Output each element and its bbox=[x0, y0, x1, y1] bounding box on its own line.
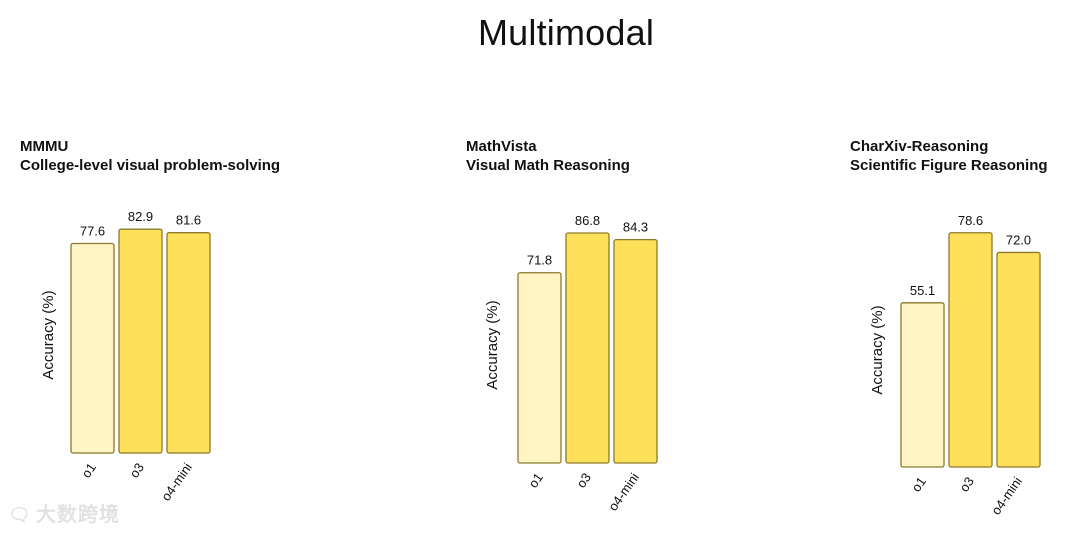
chart-title: MMMU bbox=[20, 138, 69, 155]
value-label: 72.0 bbox=[1006, 232, 1031, 247]
bar-o1 bbox=[70, 242, 115, 454]
value-label: 55.1 bbox=[910, 283, 935, 298]
value-label: 71.8 bbox=[527, 253, 552, 268]
chart-title: MathVista bbox=[466, 138, 537, 155]
value-label: 82.9 bbox=[128, 209, 153, 224]
category-label: o4-mini bbox=[605, 470, 642, 514]
chart-heading: MMMU College-level visual problem-solvin… bbox=[20, 137, 280, 175]
bar-chart-charxiv: Accuracy (%) 55.1 o1 78.6 o3 72.0 o4-mini bbox=[869, 213, 1041, 518]
bar-chart-mathvista: Accuracy (%) 71.8 o1 86.8 o3 84.3 o4-mini bbox=[484, 213, 658, 514]
y-axis-label: Accuracy (%) bbox=[484, 300, 501, 389]
value-label: 86.8 bbox=[575, 213, 600, 228]
bar-o4-mini bbox=[996, 251, 1041, 468]
y-axis-label: Accuracy (%) bbox=[40, 290, 57, 379]
chart-subtitle: Visual Math Reasoning bbox=[466, 157, 630, 174]
category-label: o3 bbox=[573, 470, 594, 490]
category-label: o1 bbox=[525, 470, 546, 490]
bar-o1 bbox=[900, 302, 945, 468]
value-label: 84.3 bbox=[623, 220, 648, 235]
bar-chart-mmmu: Accuracy (%) 77.6 o1 82.9 o3 81.6 o4-mini bbox=[40, 209, 211, 504]
category-label: o3 bbox=[956, 474, 977, 494]
value-label: 77.6 bbox=[80, 223, 105, 238]
page-title: Multimodal bbox=[477, 12, 655, 53]
bar-o1 bbox=[517, 272, 562, 464]
chart-panel-mmmu: MMMU College-level visual problem-solvin… bbox=[20, 0, 350, 533]
bar-o3 bbox=[948, 232, 993, 468]
category-label: o1 bbox=[78, 460, 99, 480]
chart-subtitle: Scientific Figure Reasoning bbox=[850, 157, 1048, 174]
value-label: 81.6 bbox=[176, 213, 201, 228]
chart-heading: CharXiv-Reasoning Scientific Figure Reas… bbox=[850, 137, 1048, 175]
category-label: o4-mini bbox=[988, 474, 1025, 518]
bar-o4-mini bbox=[166, 232, 211, 454]
bar-o4-mini bbox=[613, 238, 658, 464]
y-axis-label: Accuracy (%) bbox=[869, 305, 886, 394]
chart-title: CharXiv-Reasoning bbox=[850, 138, 989, 155]
watermark: 🗨 大数跨境 bbox=[8, 498, 120, 527]
bar-o3 bbox=[565, 232, 610, 464]
category-label: o4-mini bbox=[158, 460, 195, 504]
value-label: 78.6 bbox=[958, 213, 983, 228]
category-label: o3 bbox=[126, 460, 147, 480]
watermark-text: 大数跨境 bbox=[35, 504, 120, 526]
bar-o3 bbox=[118, 228, 163, 454]
category-label: o1 bbox=[908, 474, 929, 494]
chart-heading: MathVista Visual Math Reasoning bbox=[466, 137, 630, 175]
chart-panel-mathvista: MathVista Visual Math Reasoning Accuracy… bbox=[466, 0, 796, 533]
chat-bubble-icon: 🗨 bbox=[8, 505, 32, 525]
chart-panel-charxiv: CharXiv-Reasoning Scientific Figure Reas… bbox=[850, 0, 1080, 533]
chart-subtitle: College-level visual problem-solving bbox=[20, 157, 281, 174]
